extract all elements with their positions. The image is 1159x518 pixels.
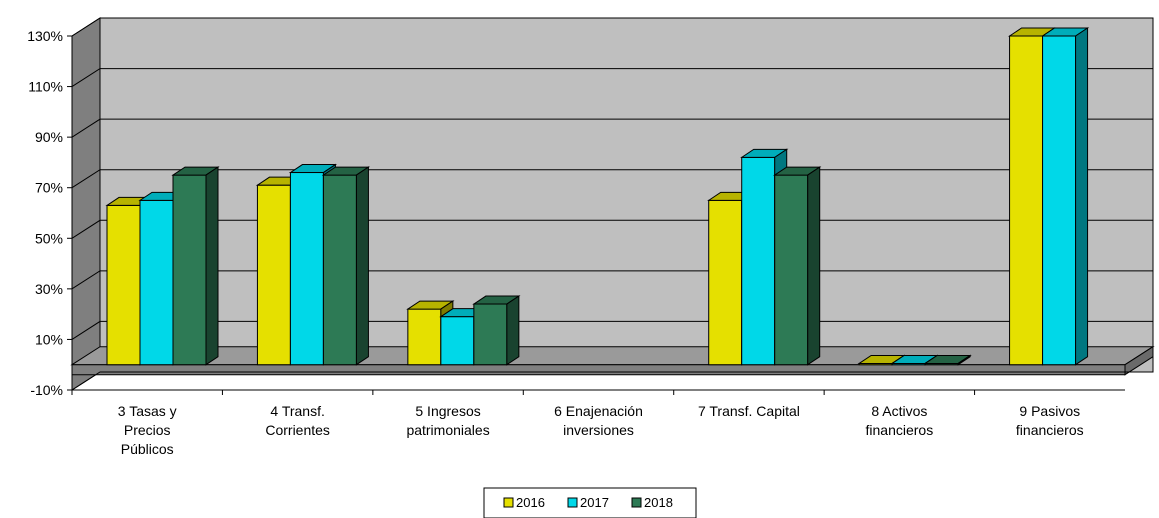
x-tick-label: 3 Tasas y Precios Públicos	[118, 403, 177, 457]
legend-swatch-2016	[503, 497, 514, 508]
gridline	[71, 17, 1153, 37]
gridline	[71, 68, 1153, 87]
floor-top	[70, 346, 1155, 366]
bar-front	[106, 204, 141, 366]
bars	[105, 27, 1090, 366]
bar-front	[256, 184, 291, 366]
x-tick-label: 9 Pasivos financieros	[1016, 403, 1084, 438]
bar-front	[407, 308, 442, 366]
x-tick-label-line: 9 Pasivos	[1019, 403, 1080, 419]
x-tick-label-line: Corrientes	[265, 422, 330, 438]
legend-label-2017: 2017	[580, 495, 609, 510]
bar-2018-1	[321, 166, 371, 366]
x-tick-label-line: inversiones	[563, 422, 634, 438]
x-tick-label-line: 7 Transf. Capital	[698, 403, 800, 419]
y-tick-label: 90%	[35, 129, 63, 145]
legend-label-2018: 2018	[644, 495, 673, 510]
y-tick-label: 110%	[28, 79, 63, 95]
y-tick-label: 70%	[35, 180, 63, 196]
y-tick-label: -10%	[30, 382, 63, 398]
x-tick-label-line: 4 Transf.	[270, 403, 324, 419]
bar-side	[355, 166, 369, 366]
legend-swatch-2017	[567, 497, 578, 508]
gridline	[71, 118, 1153, 138]
bar-2018-5	[923, 354, 972, 366]
bar-front	[1009, 35, 1044, 366]
bar-front	[139, 199, 174, 366]
legend: 2016 2017 2018	[483, 487, 697, 518]
x-tick-label: 7 Transf. Capital	[698, 403, 800, 419]
legend-label-2016: 2016	[516, 495, 545, 510]
bar-front	[473, 303, 508, 366]
x-tick-label-line: financieros	[866, 422, 934, 438]
gridline	[71, 371, 1153, 391]
x-tick-label-line: 5 Ingresos	[415, 403, 480, 419]
x-tick-label: 5 Ingresos patrimoniales	[406, 403, 489, 438]
bar-side	[957, 354, 971, 366]
bar-side	[506, 295, 520, 366]
x-tick-label-line: patrimoniales	[406, 422, 489, 438]
bar-front	[708, 199, 743, 366]
legend-swatch-2018	[631, 497, 642, 508]
legend-box	[483, 487, 697, 518]
x-tick-label: 8 Activos financieros	[866, 403, 934, 438]
bar-side	[807, 166, 821, 366]
x-tick-label-line: financieros	[1016, 422, 1084, 438]
bar-2018-0	[171, 166, 220, 366]
x-tick-label-line: Públicos	[121, 441, 174, 457]
bar-side	[205, 166, 219, 366]
x-tick-label-line: 8 Activos	[871, 403, 927, 419]
y-tick-label: 10%	[35, 331, 63, 347]
floor-front	[71, 364, 1126, 376]
bar-front	[774, 174, 809, 366]
bar-front	[440, 316, 475, 366]
bar-2018-4	[773, 166, 822, 366]
side-wall	[71, 17, 101, 391]
bar-front	[741, 156, 776, 366]
y-tick-label: 130%	[27, 28, 63, 44]
bar-front	[172, 174, 207, 366]
x-tick-label: 4 Transf. Corrientes	[265, 403, 330, 438]
bar-2017-6	[1040, 27, 1090, 366]
x-tick-label-line: 6 Enajenación	[554, 403, 643, 419]
x-tick-label-line: 3 Tasas y	[118, 403, 177, 419]
bar-side	[1075, 27, 1089, 366]
bar-2018-2	[472, 295, 521, 366]
y-tick-label: 30%	[35, 281, 63, 297]
chart-walls	[70, 17, 1155, 391]
x-axis-labels: 3 Tasas y Precios Públicos 4 Transf. Corrien…	[71, 390, 1084, 457]
bar-front	[289, 172, 324, 366]
bar-front	[322, 174, 357, 366]
bar-front	[1042, 35, 1077, 366]
floor-side	[1124, 345, 1154, 376]
y-tick-label: 50%	[35, 230, 63, 246]
y-axis-ticks: -10% 10% 30% 50% 70% 90% 110% 130%	[27, 28, 73, 398]
x-tick-label-line: Precios	[124, 422, 171, 438]
x-tick-label: 6 Enajenación inversiones	[554, 403, 643, 438]
